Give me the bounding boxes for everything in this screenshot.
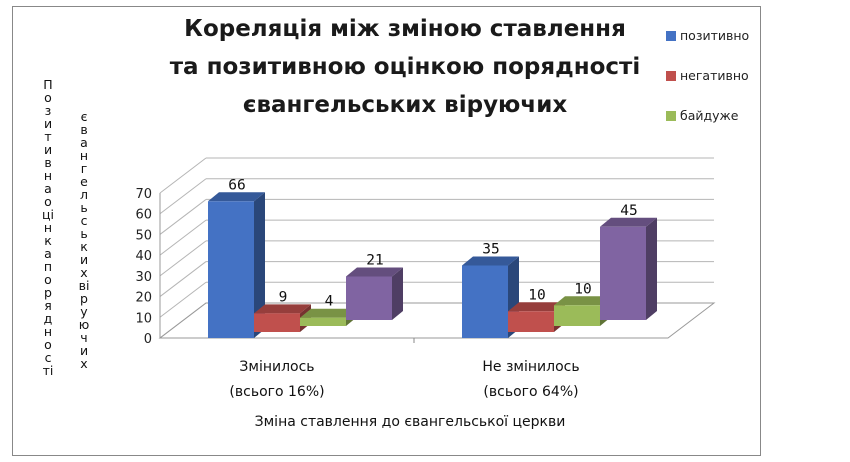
bar-side [254,192,265,338]
y-axis-label-line-1: Позитивна оцінка порядності [42,77,54,378]
bar-top [208,192,265,202]
y-tick-label: 70 [135,187,152,202]
gridline-side [159,219,207,256]
data-label: 10 [528,287,545,303]
y-tick-label: 60 [135,208,152,223]
legend-label-negative: негативно [680,68,749,83]
chart-title-line-1: Кореляція між зміною ставлення [184,16,626,42]
x-category-label: (всього 64%) [483,384,578,400]
gridline-side [159,178,207,215]
legend-label-indifferent: байдуже [680,108,739,123]
gridline-side [159,261,207,297]
data-label: 4 [325,294,334,310]
bar-side [646,217,657,320]
chart-title-line-2: та позитивною оцінкою порядності [169,54,641,80]
data-label: 45 [620,203,637,219]
bar [300,317,346,326]
legend-swatch-negative [666,71,676,81]
bar [208,201,254,338]
gridline-side [159,281,207,318]
bar [462,265,508,338]
chart-title-line-3: євангельських віруючих [242,92,568,118]
y-tick-label: 20 [135,291,152,306]
bar-top [554,296,611,306]
gridline-side [159,157,207,194]
bar [346,276,392,320]
legend-item-indifferent: байдуже [663,106,773,146]
x-axis-label: Зміна ставлення до євангельської церкви [254,414,566,430]
y-tick-label: 40 [135,249,152,264]
bar-top [508,302,565,312]
y-tick-label: 50 [135,228,152,243]
bar-top [600,217,657,227]
bar-top [462,256,519,266]
data-label: 9 [279,289,288,305]
x-category-label: Не змінилось [482,359,579,375]
bar [554,305,600,326]
bar-side [392,267,403,320]
bar-top [254,304,311,314]
bar-top [300,308,357,318]
x-category-label: Змінилось [239,359,314,375]
y-axis-label-line-2: євангельських віруючих [78,109,90,371]
gridline-side [159,240,207,277]
data-label: 35 [482,242,499,258]
chart-title: Кореляція між зміною ставлення та позити… [150,10,660,124]
legend-label-positive: позитивно [680,28,750,43]
y-tick-label: 10 [135,311,152,326]
legend-item-negative: негативно [663,66,773,106]
data-label: 66 [228,177,245,193]
y-tick-label: 0 [144,332,152,347]
legend-item-positive: позитивно [663,26,773,66]
legend-swatch-positive [666,31,676,41]
chart-legend: позитивно негативно байдуже [663,26,773,146]
y-tick-label: 30 [135,270,152,285]
bar [600,226,646,320]
x-category-label: (всього 16%) [229,384,324,400]
bar-top [346,267,403,277]
bar [508,311,554,332]
gridline-side [159,199,207,235]
data-label: 21 [366,253,383,269]
data-label: 10 [574,281,591,297]
legend-swatch-indifferent [666,111,676,121]
bar [254,313,300,332]
